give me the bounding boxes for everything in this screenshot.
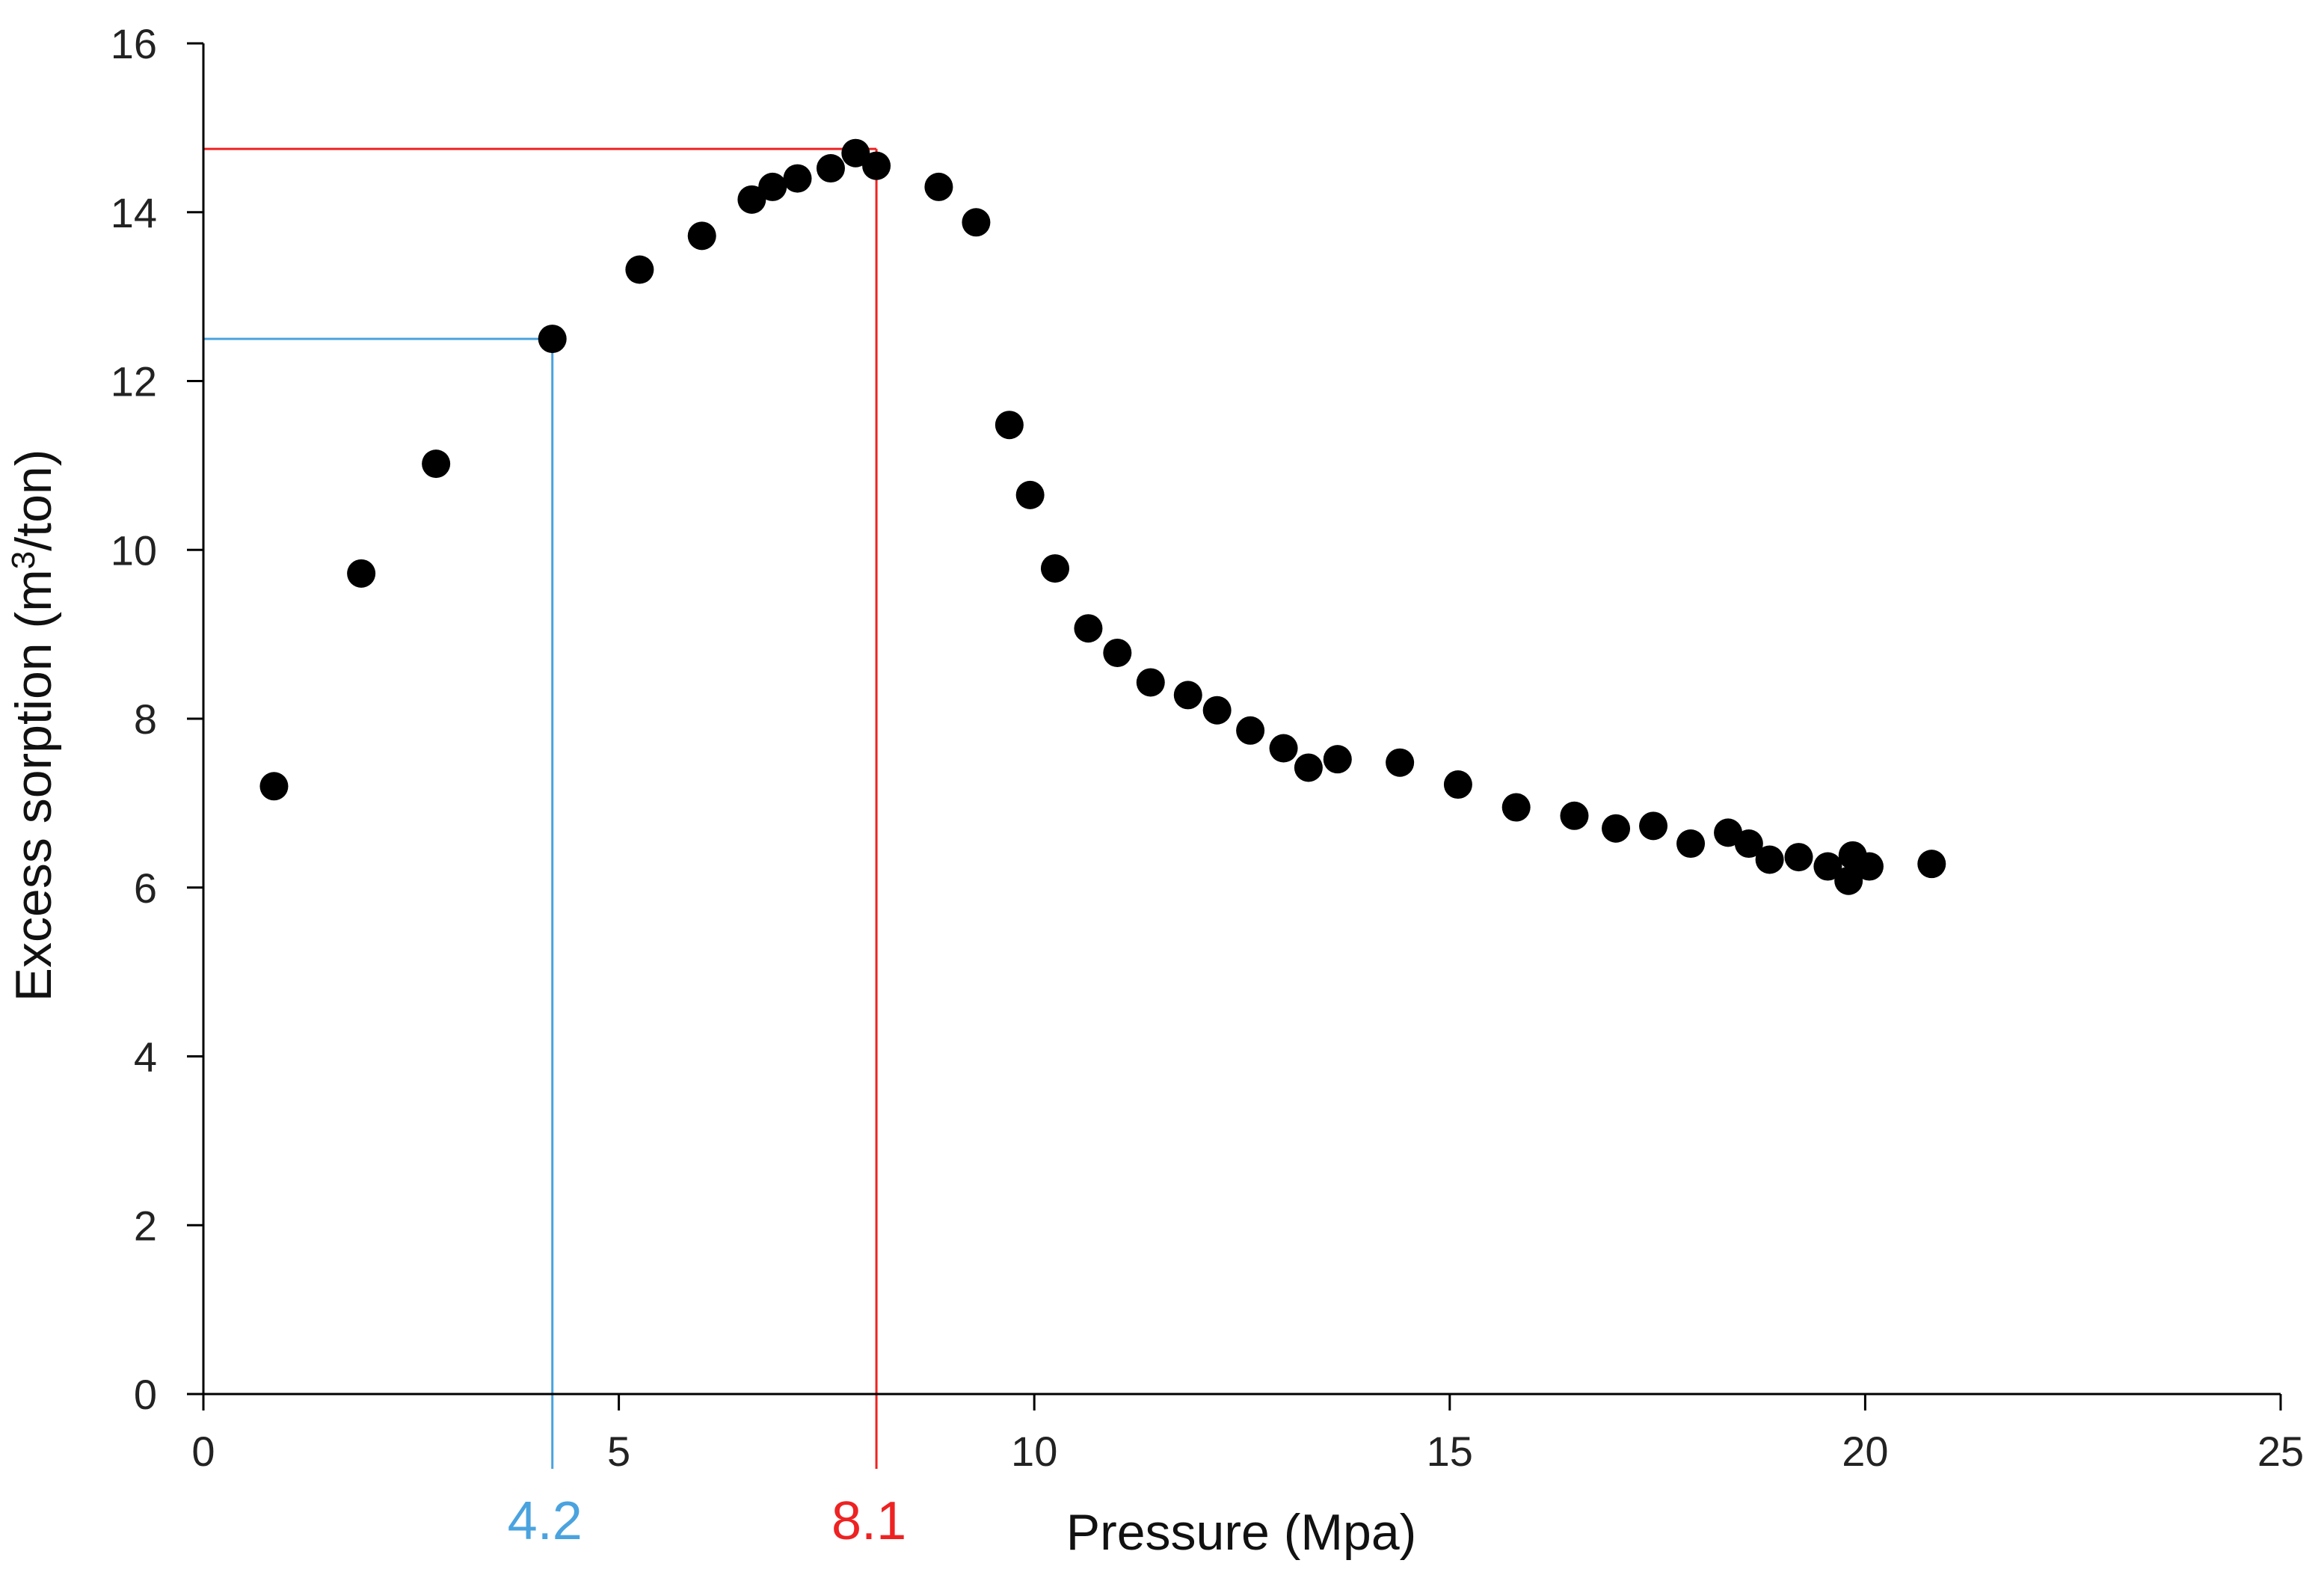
data-point xyxy=(962,208,991,237)
data-point xyxy=(1813,852,1842,881)
x-tick-label: 25 xyxy=(2257,1428,2304,1475)
data-point xyxy=(687,221,716,251)
x-tick-label: 0 xyxy=(191,1428,215,1475)
data-point xyxy=(1602,814,1631,843)
data-point xyxy=(862,151,891,180)
data-point xyxy=(259,772,289,801)
data-point xyxy=(422,449,451,479)
y-axis-title-tail: /ton) xyxy=(5,449,62,551)
data-point xyxy=(1386,748,1415,777)
x-tick-label: 10 xyxy=(1011,1428,1057,1475)
y-axis-title-superscript: 3 xyxy=(5,551,42,569)
data-point xyxy=(1202,696,1232,725)
data-point xyxy=(1676,829,1706,859)
reference-labels: 4.2 8.1 xyxy=(508,1491,906,1551)
data-point xyxy=(1074,614,1103,643)
data-point xyxy=(538,325,567,354)
data-point xyxy=(1734,829,1763,859)
data-point xyxy=(1917,850,1946,879)
data-point xyxy=(1236,716,1265,745)
x-tick-label: 20 xyxy=(1842,1428,1888,1475)
data-point xyxy=(1040,554,1069,583)
y-tick-label: 2 xyxy=(134,1202,157,1249)
data-point xyxy=(924,172,953,201)
data-point xyxy=(1173,681,1202,710)
data-point xyxy=(625,255,654,284)
data-point xyxy=(783,164,812,193)
blue-reference-label: 4.2 xyxy=(508,1491,582,1551)
red-reference-label: 8.1 xyxy=(831,1491,906,1551)
data-point xyxy=(1323,745,1352,774)
data-point xyxy=(1015,480,1045,509)
x-axis-title: Pressure (Mpa) xyxy=(1066,1504,1417,1561)
data-point xyxy=(1854,852,1884,881)
y-tick-label: 12 xyxy=(111,358,157,405)
data-point xyxy=(1103,638,1132,667)
data-point xyxy=(1269,734,1298,763)
y-tick-label: 4 xyxy=(134,1034,157,1081)
y-tick-label: 10 xyxy=(111,527,157,574)
data-point xyxy=(1755,845,1784,874)
y-tick-label: 8 xyxy=(134,696,157,743)
data-point xyxy=(1784,843,1813,872)
y-tick-label: 6 xyxy=(134,865,157,912)
data-point xyxy=(1834,866,1863,895)
data-point xyxy=(347,559,376,588)
data-point xyxy=(1136,668,1165,697)
reference-lines xyxy=(203,147,878,1469)
data-point xyxy=(737,185,766,214)
data-point xyxy=(1443,770,1472,799)
axes xyxy=(202,43,2281,1396)
data-point xyxy=(1639,811,1668,841)
y-axis-title: Excess sorption (m3/ton) xyxy=(5,449,62,1002)
y-ticks: 0 2 4 6 8 10 12 14 16 xyxy=(111,20,203,1418)
data-point xyxy=(1294,753,1323,782)
data-point xyxy=(758,172,787,201)
data-point xyxy=(995,411,1024,440)
y-tick-label: 0 xyxy=(134,1371,157,1418)
x-tick-label: 15 xyxy=(1427,1428,1473,1475)
data-points xyxy=(259,138,1946,895)
data-point xyxy=(841,138,870,168)
y-axis-title-main: Excess sorption (m xyxy=(5,569,62,1001)
x-tick-label: 5 xyxy=(607,1428,630,1475)
y-tick-label: 16 xyxy=(111,20,157,67)
data-point xyxy=(1501,793,1531,822)
data-point xyxy=(816,154,845,183)
data-point xyxy=(1560,801,1589,830)
y-tick-label: 14 xyxy=(111,189,157,236)
x-ticks: 0 5 10 15 20 25 xyxy=(191,1394,2304,1475)
